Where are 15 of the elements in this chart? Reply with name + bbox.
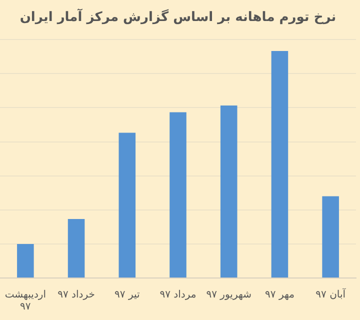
bar <box>118 132 136 278</box>
bar <box>220 105 238 278</box>
x-tick-label: تیر ۹۷ <box>114 290 140 301</box>
bar <box>17 244 34 278</box>
x-tick-label: مهر ۹۷ <box>265 290 294 301</box>
chart-title: نرخ تورم ماهانه بر اساس گزارش مرکز آمار ایران <box>20 8 336 26</box>
bar <box>170 112 186 278</box>
x-tick-label: آبان ۹۷ <box>316 288 347 301</box>
bar <box>322 196 339 278</box>
x-tick-label: شهریور ۹۷ <box>206 290 252 301</box>
bar <box>271 50 288 278</box>
x-tick-label: مرداد ۹۷ <box>160 290 196 301</box>
x-tick-label: اردیبهشت ۹۷ <box>4 290 46 313</box>
bar <box>68 218 85 278</box>
x-tick-label: خرداد ۹۷ <box>58 290 95 301</box>
